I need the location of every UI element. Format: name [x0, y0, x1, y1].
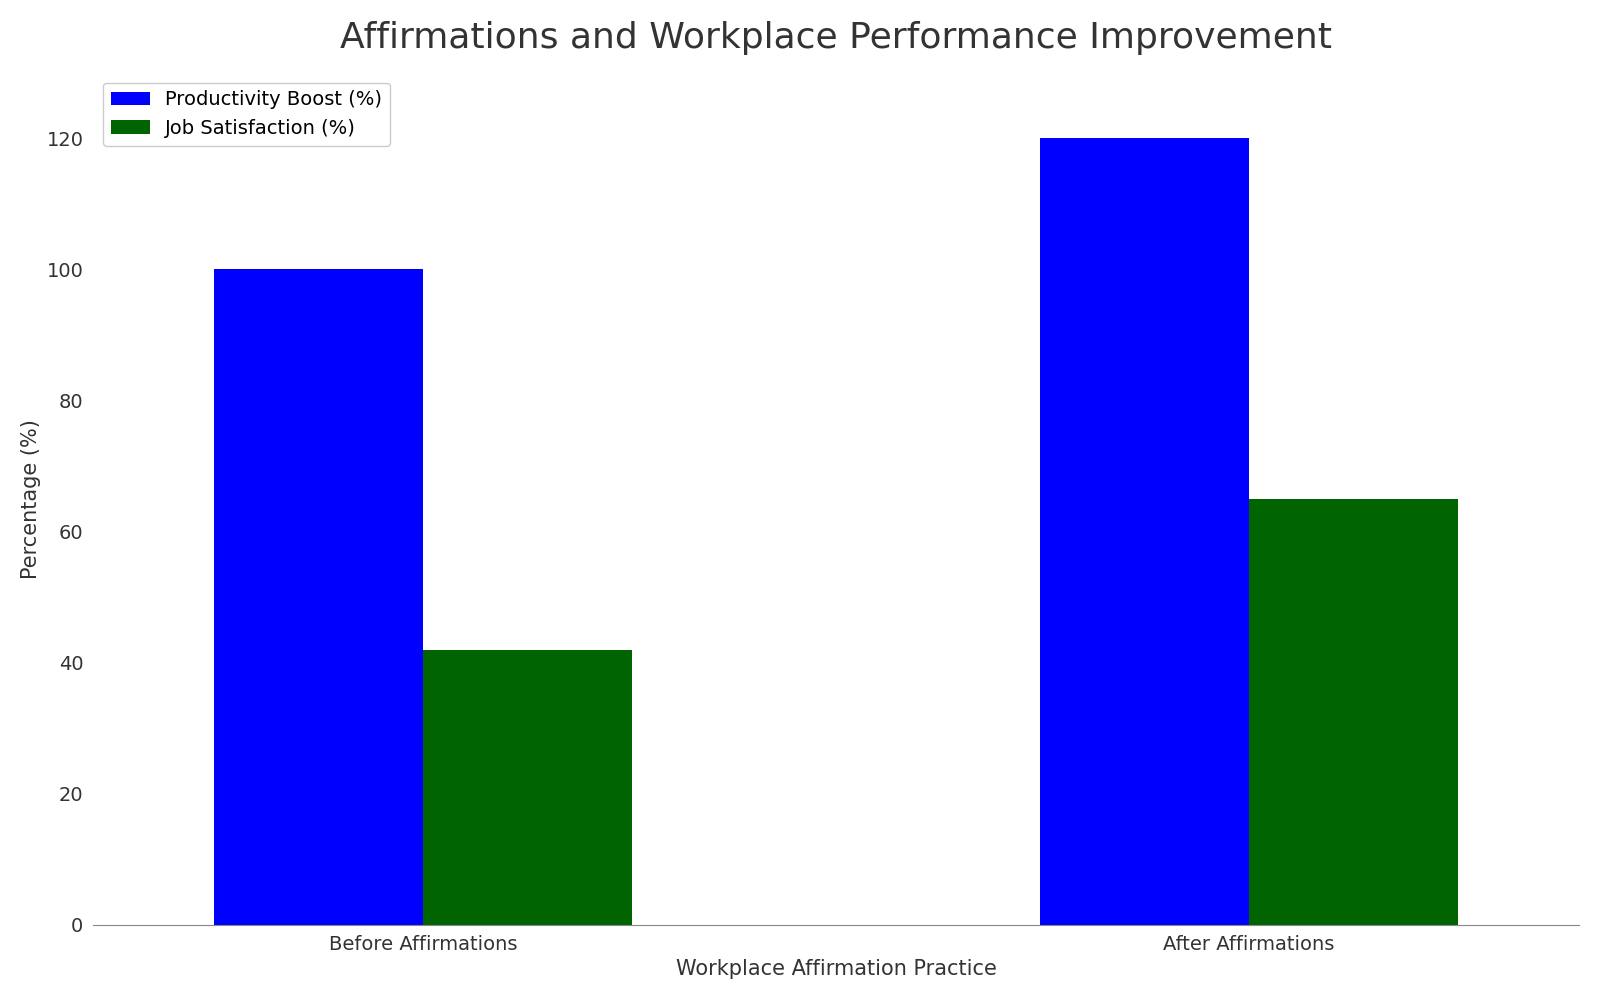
X-axis label: Workplace Affirmation Practice: Workplace Affirmation Practice	[675, 959, 997, 979]
Title: Affirmations and Workplace Performance Improvement: Affirmations and Workplace Performance I…	[341, 21, 1333, 55]
Bar	[1040, 138, 1250, 925]
Bar	[424, 650, 632, 925]
Bar	[214, 269, 424, 925]
Bar	[1250, 499, 1458, 925]
Y-axis label: Percentage (%): Percentage (%)	[21, 419, 42, 579]
Legend: Productivity Boost (%), Job Satisfaction (%): Productivity Boost (%), Job Satisfaction…	[102, 83, 390, 146]
